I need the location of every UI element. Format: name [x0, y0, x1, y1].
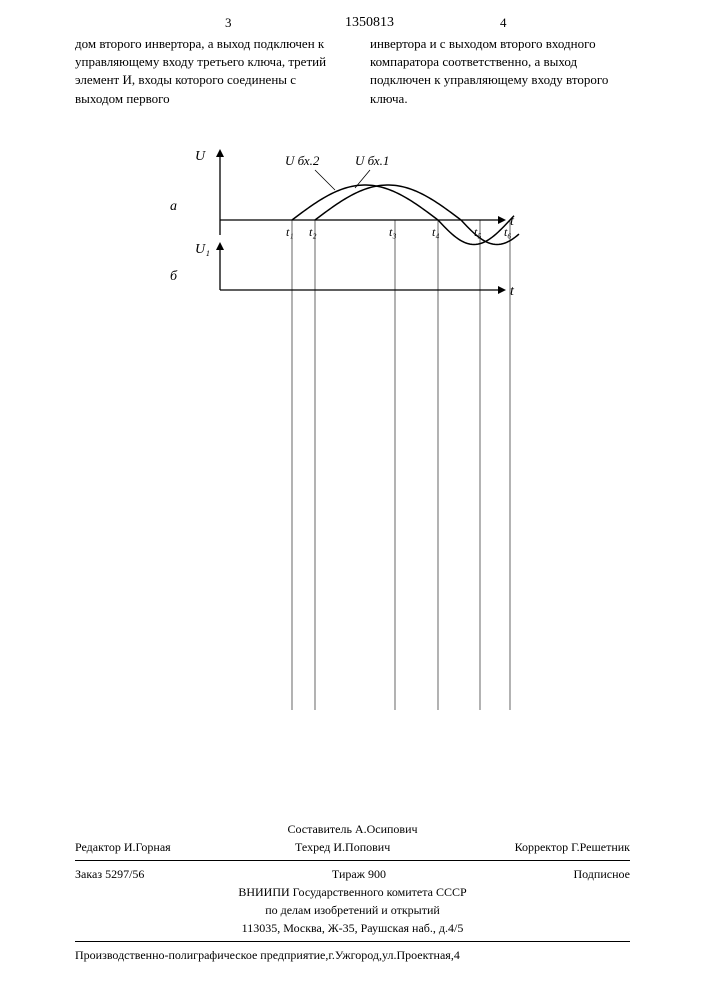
org-address: 113035, Москва, Ж-35, Раушская наб., д.4…: [75, 919, 630, 937]
svg-text:U бх.2: U бх.2: [285, 153, 320, 168]
svg-text:t₂: t₂: [309, 225, 317, 239]
text-column-left: дом второго инвертора, а выход подключен…: [75, 35, 335, 108]
order-num: 5297/56: [105, 867, 144, 881]
org-line1: ВНИИПИ Государственного комитета СССР: [75, 883, 630, 901]
svg-text:t₃: t₃: [389, 225, 397, 239]
tech-label: Техред: [295, 840, 330, 854]
svg-text:U₁: U₁: [195, 242, 210, 257]
composer-name: А.Осипович: [355, 822, 418, 836]
corrector-name: Г.Решетник: [571, 840, 630, 854]
svg-text:t: t: [510, 284, 515, 299]
svg-text:t₅: t₅: [474, 225, 482, 239]
order-label: Заказ: [75, 867, 102, 881]
document-number: 1350813: [345, 15, 394, 31]
footer-block: Составитель А.Осипович Редактор И.Горная…: [75, 820, 630, 964]
print-label: Тираж: [332, 867, 365, 881]
tech-name: И.Попович: [333, 840, 390, 854]
svg-text:U: U: [195, 149, 206, 164]
svg-text:t₄: t₄: [432, 225, 440, 239]
svg-text:б: б: [170, 269, 178, 284]
printer-line: Производственно-полиграфическое предприя…: [75, 941, 630, 964]
svg-text:U бх.1: U бх.1: [355, 153, 389, 168]
svg-text:а: а: [170, 199, 177, 214]
editor-label: Редактор: [75, 840, 121, 854]
svg-text:t₁: t₁: [286, 225, 294, 239]
corrector-label: Корректор: [515, 840, 569, 854]
composer-label: Составитель: [287, 822, 351, 836]
timing-diagram: tUаU бх.2U бх.1t₁t₂t₃t₄t₅t₆tU₁б: [160, 130, 520, 770]
page-number-right: 4: [500, 15, 507, 31]
text-column-right: инвертора и с выходом второго входного к…: [370, 35, 630, 108]
editor-name: И.Горная: [124, 840, 171, 854]
print-run: 900: [368, 867, 386, 881]
org-line2: по делам изобретений и открытий: [75, 901, 630, 919]
svg-text:t₆: t₆: [504, 225, 512, 239]
subscription: Подписное: [573, 865, 630, 883]
page-number-left: 3: [225, 15, 232, 31]
